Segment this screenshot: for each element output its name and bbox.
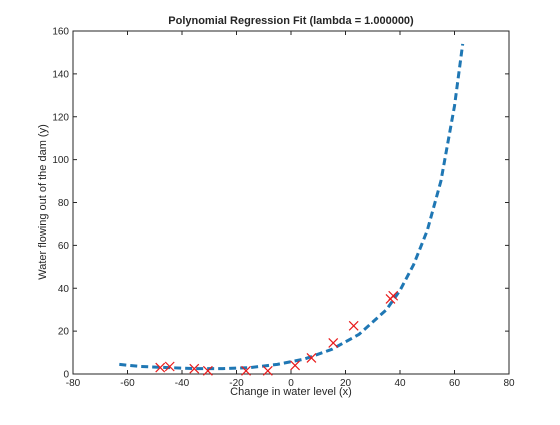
x-tick-label: -40 [175,378,190,389]
marker-stroke [202,365,213,376]
y-tick-label: 0 [63,370,69,381]
marker-stroke [328,337,339,348]
y-tick-label: 20 [58,327,70,338]
y-tick-label: 100 [52,155,69,166]
fit-line [119,43,465,371]
x-tick-label: 60 [449,378,461,389]
marker-stroke [155,362,166,373]
marker-stroke [388,290,399,301]
plot-area [72,30,510,375]
data-point-marker [241,365,251,376]
chart-title: Polynomial Regression Fit (lambda = 1.00… [168,15,414,27]
y-tick-label: 80 [58,198,70,209]
y-tick-label: 120 [52,112,69,123]
data-marker-layer [155,290,399,376]
marker-stroke [164,361,175,372]
ticks-layer: -80 -60 -40 -20 0 20 40 60 80 0 20 40 60 80 100 120 140 1… [52,27,515,390]
data-point-marker [290,360,301,371]
y-tick-label: 60 [58,241,70,252]
data-point-marker [164,361,175,372]
data-point-marker [388,290,399,301]
x-tick-label: 80 [503,378,515,389]
marker-stroke [306,352,317,363]
marker-stroke [348,320,359,331]
x-tick-label: 40 [394,378,406,389]
data-point-marker [155,362,166,373]
x-axis-label: Change in water level (x) [230,386,352,398]
x-tick-label: -60 [120,378,135,389]
data-point-marker [348,320,359,331]
data-point-marker [328,337,339,348]
x-tick-label: -80 [66,378,81,389]
y-tick-label: 160 [52,27,69,38]
marker-stroke [290,360,301,371]
marker-stroke [241,365,251,376]
data-point-marker [189,363,200,374]
data-point-marker [202,365,213,376]
y-tick-label: 40 [58,284,70,295]
fit-line-layer [119,43,465,371]
marker-stroke [189,363,200,374]
x-tick-label: 20 [340,378,352,389]
marker-stroke [262,365,273,376]
x-tick-label: -20 [229,378,244,389]
y-tick-label: 140 [52,69,69,80]
y-axis-label: Water flowing out of the dam (y) [37,124,49,280]
data-point-marker [306,352,317,363]
x-tick-label: 0 [288,378,294,389]
data-point-marker [262,365,273,376]
